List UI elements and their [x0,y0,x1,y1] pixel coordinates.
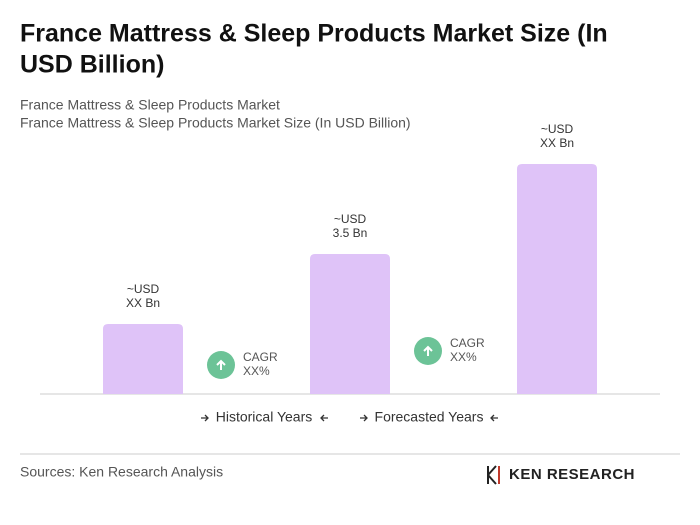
value-label: XX Bn [126,296,160,310]
cagr-label: CAGR [450,336,485,350]
subtitle: France Mattress & Sleep Products Market … [20,115,411,131]
subtitle: France Mattress & Sleep Products Market [20,97,280,113]
value-label: ~USD [541,122,574,136]
cagr-arrow [216,359,226,370]
value-label: ~USD [334,212,367,226]
logo: KEN RESEARCH [509,466,635,483]
value-label: 3.5 Bn [333,226,368,240]
period-label: Historical Years [216,409,313,425]
value-label: ~USD [127,282,160,296]
bar [310,254,390,394]
period-label: Forecasted Years [375,409,484,425]
period-arrows [201,414,498,422]
cagr-label: XX% [450,350,477,364]
cagr-arrow [423,345,433,356]
cagr-label: XX% [243,364,270,378]
source: Sources: Ken Research Analysis [20,464,223,480]
bar [517,164,597,394]
chart-title: France Mattress & Sleep Products Market … [20,20,608,48]
chart-title: USD Billion) [20,51,164,79]
value-label: XX Bn [540,136,574,150]
cagr-label: CAGR [243,350,278,364]
logo-icon [487,465,500,485]
bar [103,324,183,394]
